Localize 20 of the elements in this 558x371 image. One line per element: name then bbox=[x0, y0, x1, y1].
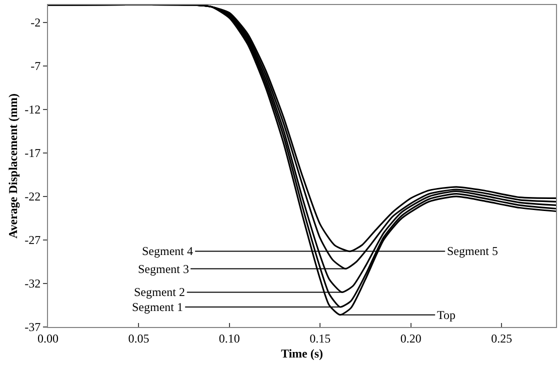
annotation: Segment 1 bbox=[132, 300, 183, 314]
x-axis-title: Time (s) bbox=[280, 346, 324, 360]
annotation: Segment 3 bbox=[138, 262, 189, 276]
y-axis-title: Average Displacement (mm) bbox=[6, 93, 20, 239]
annotation: Segment 4 bbox=[142, 244, 193, 258]
x-tick-label: 0.20 bbox=[400, 331, 422, 346]
y-tick-label: -7 bbox=[30, 59, 41, 74]
y-tick-label: -27 bbox=[24, 233, 41, 248]
x-tick-label: 0.25 bbox=[491, 331, 512, 346]
x-tick-label: 0.10 bbox=[218, 331, 240, 346]
annotation: Segment 5 bbox=[447, 244, 498, 258]
y-tick-label: -2 bbox=[30, 16, 41, 30]
y-tick-label: -32 bbox=[24, 276, 41, 291]
x-tick-label: 0.05 bbox=[128, 331, 150, 346]
annotation: Segment 2 bbox=[134, 285, 185, 299]
y-tick-label: -17 bbox=[24, 146, 41, 160]
annotation: Top bbox=[437, 308, 456, 322]
y-tick-label: -22 bbox=[24, 190, 41, 204]
y-tick-label: -12 bbox=[24, 102, 41, 117]
x-tick-label: 0.15 bbox=[310, 331, 331, 346]
